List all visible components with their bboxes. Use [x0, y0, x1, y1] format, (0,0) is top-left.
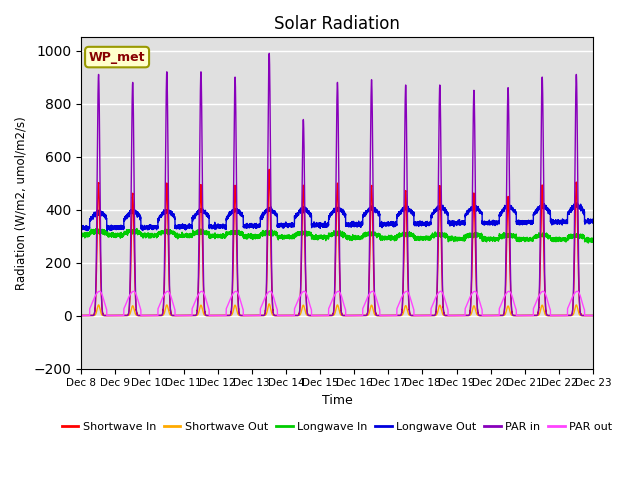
PAR in [589, 312, 597, 318]
Shortwave In [568, 312, 575, 318]
Shortwave In [466, 311, 474, 317]
Shortwave Out [319, 312, 327, 318]
Shortwave Out [466, 312, 474, 318]
PAR in [252, 312, 259, 318]
Y-axis label: Radiation (W/m2, umol/m2/s): Radiation (W/m2, umol/m2/s) [15, 116, 28, 290]
Longwave Out [466, 207, 474, 213]
Legend: Shortwave In, Shortwave Out, Longwave In, Longwave Out, PAR in, PAR out: Shortwave In, Shortwave Out, Longwave In… [57, 417, 617, 436]
Longwave Out [77, 226, 85, 231]
Longwave In [452, 235, 460, 241]
Shortwave Out [589, 312, 597, 318]
Shortwave In [266, 167, 273, 172]
Text: WP_met: WP_met [89, 50, 145, 63]
PAR in [466, 311, 474, 316]
Line: Shortwave Out: Shortwave Out [81, 304, 593, 315]
PAR in [452, 312, 460, 318]
Line: Shortwave In: Shortwave In [81, 169, 593, 315]
PAR in [319, 312, 327, 318]
Shortwave Out [561, 312, 569, 318]
PAR out [252, 312, 259, 318]
Title: Solar Radiation: Solar Radiation [274, 15, 400, 33]
PAR out [335, 288, 342, 294]
PAR in [266, 50, 273, 56]
Shortwave Out [266, 301, 273, 307]
Shortwave Out [452, 312, 460, 318]
Longwave In [319, 235, 327, 240]
PAR out [466, 295, 474, 300]
Shortwave In [589, 312, 597, 318]
Shortwave In [319, 312, 327, 318]
Longwave Out [452, 219, 460, 225]
Longwave In [77, 232, 85, 238]
Longwave In [589, 237, 597, 242]
Longwave Out [77, 228, 85, 234]
Longwave Out [319, 222, 327, 228]
Shortwave In [252, 312, 259, 318]
Longwave In [568, 234, 575, 240]
Shortwave In [77, 312, 85, 318]
PAR out [77, 312, 85, 318]
Shortwave Out [77, 312, 85, 318]
Longwave Out [561, 218, 569, 224]
Longwave In [466, 233, 474, 239]
X-axis label: Time: Time [322, 394, 353, 407]
PAR out [452, 312, 460, 318]
PAR in [568, 312, 575, 318]
Longwave In [131, 226, 138, 231]
Line: PAR in: PAR in [81, 53, 593, 315]
Shortwave Out [252, 312, 259, 318]
PAR out [589, 312, 597, 318]
Line: PAR out: PAR out [81, 291, 593, 315]
Longwave In [561, 237, 569, 243]
Shortwave Out [568, 312, 575, 318]
Line: Longwave Out: Longwave Out [81, 203, 593, 231]
Longwave Out [568, 206, 575, 212]
PAR out [568, 296, 575, 302]
PAR in [561, 312, 569, 318]
Shortwave In [452, 312, 460, 318]
Line: Longwave In: Longwave In [81, 228, 593, 243]
Longwave Out [589, 219, 597, 225]
Longwave Out [573, 200, 580, 205]
Longwave In [584, 240, 592, 246]
Longwave Out [252, 223, 259, 228]
PAR out [319, 312, 327, 318]
PAR in [77, 312, 85, 318]
Shortwave In [561, 312, 569, 318]
PAR out [561, 312, 569, 318]
Longwave In [252, 232, 259, 238]
